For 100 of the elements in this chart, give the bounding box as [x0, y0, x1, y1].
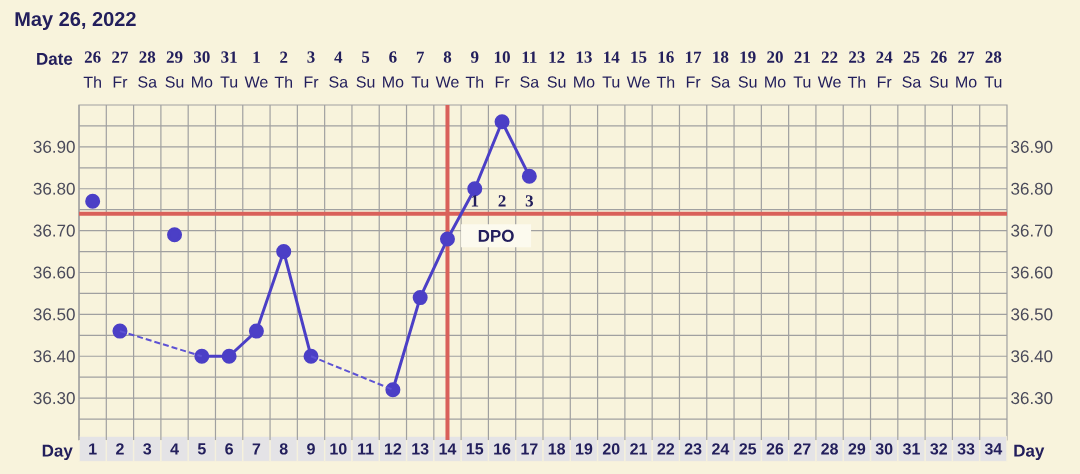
text: Su [165, 76, 184, 88]
x2-tick-label: 28 [139, 51, 156, 63]
y2-tick-label: 36.70 [1011, 224, 1053, 237]
x-tick-label: 22 [657, 443, 675, 455]
x2-tick-label: 26 [930, 51, 947, 63]
y-tick-label: 36.90 [33, 140, 75, 153]
x-tick-label: 5 [197, 443, 206, 455]
text: Mo [765, 76, 786, 88]
x2-tick-label: 24 [876, 51, 893, 63]
x2-tick-label: 30 [193, 51, 210, 63]
text: Tu [602, 76, 620, 88]
x2-tick-label: 6 [389, 51, 397, 63]
y-tick-label: 36.50 [33, 308, 75, 321]
x2-tick-label: 9 [470, 51, 479, 63]
x-tick-label: 8 [279, 443, 288, 455]
text: Tu [220, 76, 238, 88]
x2-tick-label: 23 [849, 51, 865, 63]
x2-tick-label: 21 [794, 51, 810, 63]
x2-tick-label: 10 [494, 51, 510, 63]
text: Tu [793, 76, 811, 88]
x-tick-label: 11 [358, 443, 374, 455]
text: Su [356, 76, 375, 88]
y2-tick-label: 36.80 [1011, 182, 1053, 195]
y2-tick-label: 36.60 [1011, 266, 1053, 279]
x-tick-label: 6 [225, 443, 233, 455]
x-tick-label: 21 [630, 443, 647, 455]
x-tick-label: 20 [602, 443, 620, 455]
x2-tick-label: 7 [416, 51, 425, 63]
x2-tick-label: 15 [631, 51, 647, 63]
text: Th [847, 76, 866, 88]
x2-tick-label: 31 [221, 51, 237, 63]
x2-tick-label: 4 [334, 51, 343, 63]
x-tick-label: 17 [521, 443, 538, 455]
x-tick-label: 26 [766, 443, 784, 455]
point [494, 114, 510, 130]
point [112, 323, 128, 339]
x-tick-label: 30 [875, 443, 893, 455]
annotation: 1 [471, 195, 479, 207]
point [467, 181, 483, 197]
text: Fr [877, 76, 892, 88]
x2-tick-label: 12 [549, 51, 565, 63]
x2-tick-label: 29 [166, 51, 183, 63]
text: Sa [711, 76, 731, 88]
x2-tick-label: 2 [280, 51, 288, 63]
point [385, 382, 401, 398]
x-tick-label: 23 [684, 443, 702, 455]
x2-tick-label: 25 [903, 51, 920, 63]
x2-tick-label: 8 [443, 51, 452, 63]
x2-tick-label: 11 [522, 51, 537, 63]
y2-tick-label: 36.50 [1011, 308, 1053, 321]
x2-tick-label: 13 [576, 51, 592, 63]
y-tick-label: 36.60 [33, 266, 75, 279]
x-tick-label: 27 [793, 443, 811, 455]
x-tick-label: 9 [307, 443, 315, 455]
point [439, 231, 455, 247]
point [221, 348, 237, 364]
x-tick-label: 14 [439, 443, 457, 455]
x-tick-label: 18 [548, 443, 566, 455]
text: Su [547, 76, 566, 88]
text: Th [83, 76, 101, 88]
text: Th [465, 76, 484, 88]
text: Sa [329, 76, 349, 88]
text: Day [1014, 444, 1045, 461]
x-axis-title: Day [42, 444, 73, 461]
x-tick-label: 1 [89, 443, 97, 455]
x-tick-label: 24 [712, 443, 730, 455]
x2-tick-label: 1 [253, 51, 260, 63]
text: Th [656, 76, 675, 88]
text: Sa [520, 76, 540, 88]
y2-tick-label: 36.30 [1011, 392, 1053, 405]
point [167, 227, 183, 243]
x2-tick-label: 17 [685, 51, 702, 63]
text: We [244, 76, 268, 88]
x-tick-label: 15 [466, 443, 484, 455]
text: We [626, 76, 650, 88]
x-tick-label: 25 [739, 443, 757, 455]
x-tick-label: 34 [984, 443, 1003, 455]
y-tick-label: 36.80 [33, 182, 75, 195]
x2-tick-label: 3 [307, 51, 315, 63]
x-tick-label: 2 [116, 443, 124, 455]
text: Mo [192, 76, 213, 88]
text: Tu [411, 76, 429, 88]
y-tick-label: 36.30 [33, 392, 75, 405]
x-tick-label: 31 [902, 443, 920, 455]
x2-tick-label: 22 [821, 51, 838, 63]
y-tick-label: 36.70 [33, 224, 75, 237]
text: Su [929, 76, 948, 88]
y2-tick-label: 36.90 [1011, 140, 1053, 153]
text: Fr [686, 76, 701, 88]
x2-tick-label: 16 [658, 51, 674, 63]
text: Fr [495, 76, 510, 88]
text: Sa [902, 76, 922, 88]
x-tick-label: 29 [848, 443, 866, 455]
x-tick-label: 13 [412, 443, 429, 455]
text: Fr [113, 76, 128, 88]
text: Su [738, 76, 757, 88]
text: Mo [383, 76, 404, 88]
annotation: 2 [498, 195, 506, 207]
point [521, 168, 537, 184]
point [194, 348, 210, 364]
